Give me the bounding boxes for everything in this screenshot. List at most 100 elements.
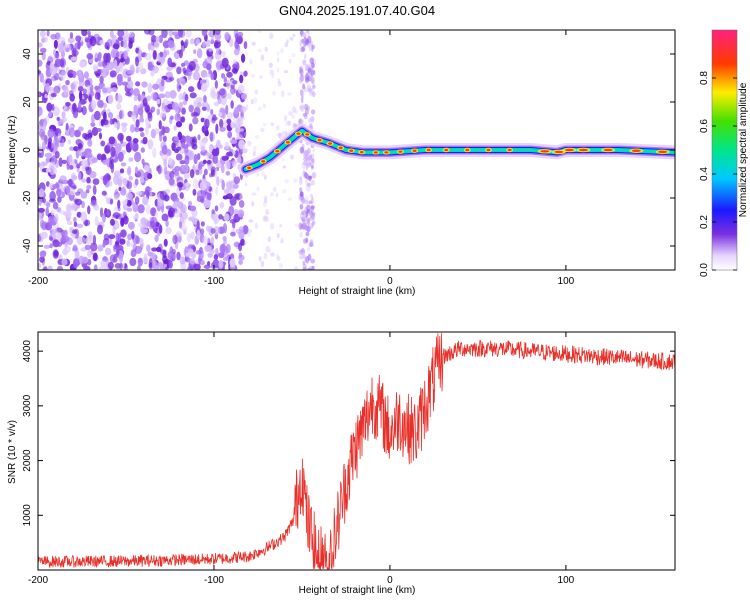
spectrogram-noise-speck: [179, 160, 186, 165]
spectrogram-noise-speck: [266, 211, 270, 215]
spectrogram-noise-speck: [156, 108, 160, 116]
spectrogram-noise-speck: [119, 238, 126, 245]
spectrogram-noise-speck: [264, 197, 268, 204]
spectrogram-noise-speck: [76, 235, 84, 245]
spectrogram-noise-speck: [263, 252, 268, 260]
spectrogram-noise-speck: [168, 30, 174, 38]
spectrogram-noise-speck: [143, 253, 148, 262]
spectrogram-noise-speck: [308, 67, 313, 76]
spectrogram-noise-speck: [260, 127, 265, 133]
spectrogram-noise-speck: [110, 49, 117, 58]
spectrogram-noise-speck: [282, 165, 287, 169]
spectrogram-noise-speck: [221, 57, 229, 68]
spectrogram-noise-speck: [210, 36, 214, 44]
spectrogram-noise-speck: [69, 226, 73, 234]
spectrogram-noise-speck: [128, 40, 133, 49]
spectrogram-noise-speck: [210, 108, 214, 115]
spectrogram-noise-speck: [249, 58, 252, 65]
spectrogram-noise-speck: [40, 231, 48, 239]
spectrogram-noise-speck: [302, 160, 308, 166]
spectrogram-noise-speck: [137, 169, 145, 178]
spectrogram-noise-speck: [189, 258, 196, 265]
spectrogram-noise-speck: [177, 30, 184, 38]
spectrogram-noise-speck: [94, 85, 100, 91]
spectrogram-noise-speck: [195, 38, 200, 45]
spectrogram-noise-speck: [199, 180, 207, 191]
spectrogram-noise-speck: [191, 138, 196, 144]
spectrogram-signal-peak: [486, 148, 491, 152]
spectrogram-signal-peak: [338, 146, 343, 150]
spectrogram-noise-speck: [183, 60, 189, 66]
spectrogram-noise-speck: [185, 182, 189, 187]
spectrogram-noise-speck: [162, 50, 168, 58]
spectrogram-noise-speck: [39, 47, 47, 54]
spectrogram-noise-speck: [186, 232, 192, 243]
spectrogram-noise-speck: [45, 157, 51, 163]
spectrogram-noise-speck: [223, 188, 230, 195]
spectrogram-noise-speck: [120, 122, 128, 127]
spectrogram-noise-speck: [175, 153, 183, 161]
spectrogram-noise-speck: [163, 263, 167, 268]
spectrogram-noise-speck: [305, 231, 310, 237]
spectrogram-noise-speck: [137, 107, 144, 116]
spectrogram-noise-speck: [165, 128, 170, 133]
spectrogram-noise-speck: [101, 190, 107, 196]
spectrogram-signal-peak: [658, 150, 668, 154]
spectrogram-noise-speck: [83, 265, 91, 270]
spectrogram-noise-speck: [106, 209, 110, 216]
spectrogram-noise-speck: [208, 173, 213, 178]
spectrogram-noise-speck: [187, 265, 194, 270]
spectrogram-noise-speck: [137, 257, 143, 267]
spectrogram-noise-speck: [113, 121, 118, 129]
spectrogram-noise-speck: [251, 74, 255, 78]
spectrogram-noise-speck: [302, 222, 307, 230]
spectrogram-noise-speck: [61, 111, 66, 119]
spectrogram-noise-speck: [235, 123, 240, 128]
spectrogram-noise-speck: [77, 143, 83, 150]
spectrogram-noise-speck: [302, 83, 306, 90]
spectrogram-y-tick-label: -40: [22, 238, 33, 253]
spectrogram-noise-speck: [197, 134, 201, 141]
spectrogram-noise-speck: [312, 91, 316, 98]
spectrogram-noise-speck: [97, 224, 103, 235]
snr-x-axis-label: Height of straight line (km): [299, 585, 416, 596]
spectrogram-noise-speck: [85, 189, 90, 194]
spectrogram-noise-speck: [100, 140, 106, 147]
spectrogram-noise-speck: [112, 212, 121, 219]
spectrogram-noise-speck: [304, 171, 308, 179]
spectrogram-noise-speck: [219, 144, 223, 149]
spectrogram-noise-speck: [277, 77, 280, 84]
spectrogram-noise-speck: [238, 199, 245, 208]
spectrogram-noise-speck: [126, 69, 134, 75]
spectrogram-noise-speck: [49, 190, 56, 202]
spectrogram-noise-speck: [311, 109, 316, 115]
snr-y-tick-label: 1000: [22, 504, 33, 527]
spectrogram-noise-speck: [270, 192, 274, 197]
spectrogram-noise-speck: [87, 30, 91, 37]
spectrogram-noise-speck: [53, 39, 58, 49]
spectrogram-noise-speck: [134, 178, 139, 186]
spectrogram-noise-speck: [300, 104, 305, 112]
spectrogram-noise-speck: [77, 126, 84, 132]
spectrogram-noise-speck: [86, 84, 91, 94]
spectrogram-noise-speck: [78, 71, 83, 78]
spectrogram-noise-speck: [188, 200, 193, 207]
spectrogram-noise-speck: [140, 177, 145, 184]
spectrogram-noise-speck: [131, 110, 137, 116]
spectrogram-noise-speck: [225, 170, 231, 176]
spectrogram-noise-speck: [306, 246, 310, 252]
spectrogram-noise-speck: [134, 245, 142, 254]
spectrogram-noise-speck: [51, 229, 59, 239]
spectrogram-noise-speck: [113, 174, 120, 185]
spectrogram-noise-speck: [188, 104, 194, 113]
spectrogram-noise-speck: [238, 139, 246, 150]
spectrogram-noise-speck: [137, 49, 143, 57]
snr-y-tick-label: 2000: [22, 449, 33, 472]
spectrogram-noise-speck: [129, 140, 135, 150]
snr-y-ticks: 1000 2000 3000 4000: [22, 340, 675, 527]
spectrogram-noise-speck: [107, 261, 114, 270]
spectrogram-noise-speck: [164, 165, 168, 175]
spectrogram-noise-speck: [129, 124, 135, 133]
spectrogram-noise-speck: [312, 220, 316, 225]
spectrogram-noise-speck: [144, 52, 152, 61]
